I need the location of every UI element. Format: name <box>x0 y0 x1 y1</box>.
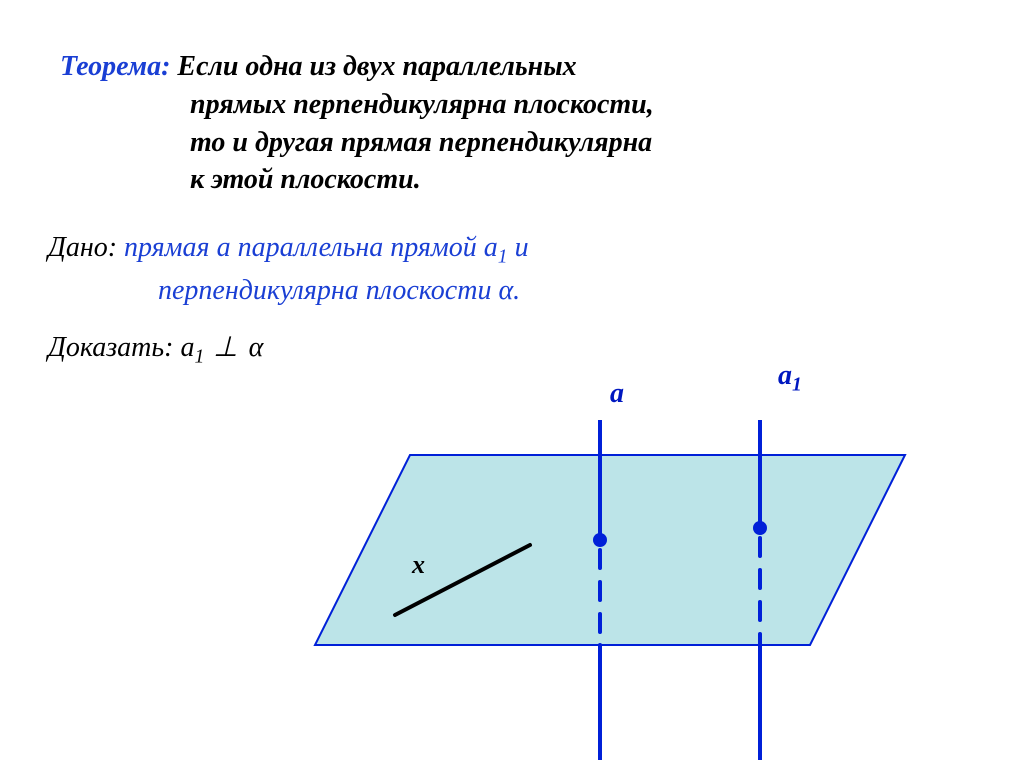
given-1b: а <box>217 232 231 263</box>
given-1c: параллельна прямой <box>231 232 484 263</box>
given-label: Дано: <box>48 232 117 263</box>
given-1a: прямая <box>117 232 217 263</box>
prove-sub: 1 <box>194 347 204 368</box>
point-a <box>593 533 607 547</box>
plane-alpha <box>315 455 905 645</box>
given-2: перпендикулярна плоскости α. <box>158 275 520 306</box>
prove-a: а <box>180 332 194 363</box>
diagram-svg <box>300 420 920 760</box>
theorem-label: Теорема: <box>60 51 170 82</box>
label-a1: а1 <box>778 360 802 397</box>
given-1d: а <box>484 232 498 263</box>
theorem-line3: то и другая прямая перпендикулярна <box>190 127 652 158</box>
diagram: а а1 х <box>300 420 920 760</box>
prove-label: Доказать: <box>48 332 180 363</box>
theorem-text: Теорема: Если одна из двух параллельных … <box>60 48 960 199</box>
prove-text: Доказать: а1 ⊥ α <box>48 330 265 369</box>
given-text: Дано: прямая а параллельна прямой а1 и п… <box>48 228 968 310</box>
theorem-line4: к этой плоскости. <box>190 164 421 195</box>
label-x: х <box>412 550 425 580</box>
theorem-line1: Если одна из двух параллельных <box>170 51 576 82</box>
label-a: а <box>610 378 624 410</box>
point-a1 <box>753 521 767 535</box>
theorem-line2: прямых перпендикулярна плоскости, <box>190 89 654 120</box>
given-sub: 1 <box>498 247 508 268</box>
prove-perp: ⊥ α <box>204 332 265 363</box>
given-1e: и <box>508 232 529 263</box>
